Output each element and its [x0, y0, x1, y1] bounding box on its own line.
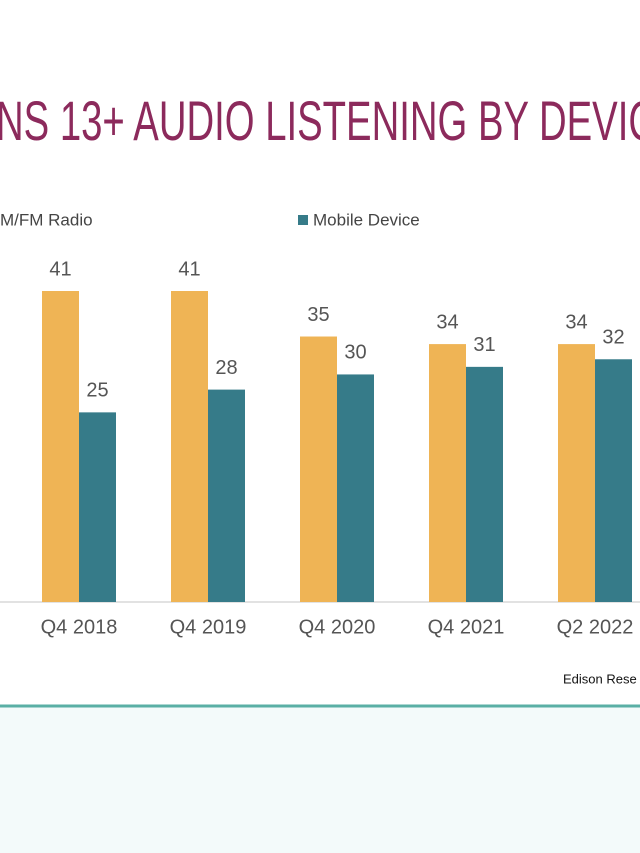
x-tick-label: Q4 2018 — [41, 616, 118, 638]
value-label: 31 — [473, 334, 495, 356]
bar — [208, 389, 245, 602]
bar — [300, 336, 337, 602]
lower-background — [0, 706, 640, 853]
bar — [429, 344, 466, 602]
x-tick-label: Q4 2021 — [428, 616, 505, 638]
value-label: 25 — [86, 380, 108, 402]
x-tick-label: Q4 2020 — [299, 616, 376, 638]
legend-label: Mobile Device — [313, 210, 420, 229]
legend-label: M/FM Radio — [0, 210, 93, 229]
bar — [337, 374, 374, 602]
bar — [558, 344, 595, 602]
value-label: 32 — [602, 327, 624, 349]
bar — [595, 359, 632, 602]
bar — [42, 291, 79, 602]
value-label: 34 — [565, 311, 587, 333]
legend-swatch — [298, 215, 308, 225]
chart-title: NS 13+ AUDIO LISTENING BY DEVIC — [0, 89, 640, 152]
value-label: 28 — [215, 357, 237, 379]
bar — [171, 291, 208, 602]
value-label: 41 — [178, 258, 200, 280]
value-label: 35 — [307, 304, 329, 326]
source-note: Edison Rese — [563, 671, 637, 686]
value-label: 30 — [344, 342, 366, 364]
value-label: 34 — [436, 311, 458, 333]
value-label: 41 — [49, 258, 71, 280]
x-tick-label: Q4 2019 — [170, 616, 247, 638]
x-tick-label: Q2 2022 — [557, 616, 634, 638]
bar — [79, 412, 116, 602]
bar — [466, 366, 503, 602]
